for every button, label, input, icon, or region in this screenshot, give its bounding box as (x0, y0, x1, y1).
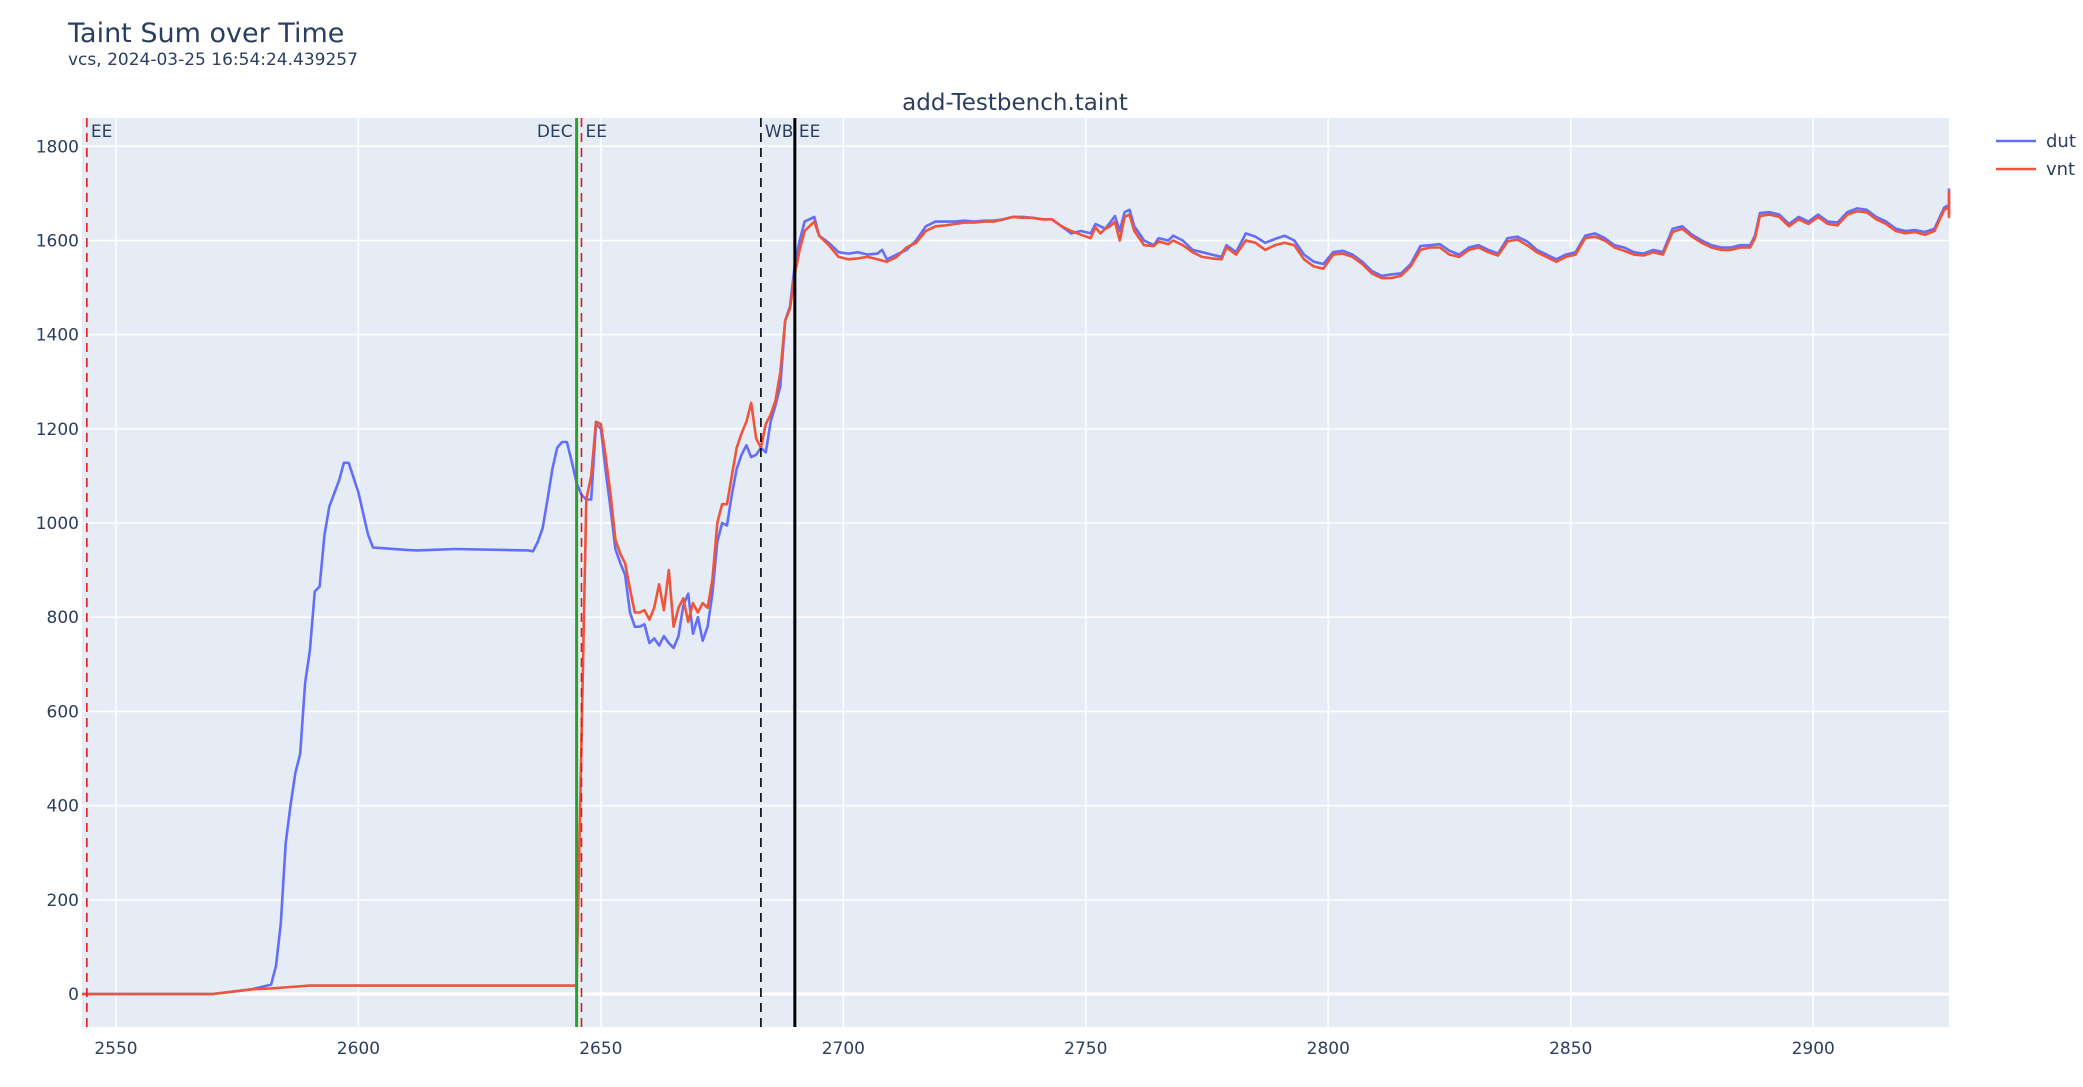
x-tick-label: 2650 (579, 1039, 622, 1059)
series-layer (82, 188, 1951, 996)
grid-layer (82, 118, 1949, 1027)
legend-item-vnt[interactable]: vnt (1996, 159, 2075, 180)
x-tick-label: 2550 (94, 1039, 137, 1059)
y-tick-label: 400 (47, 797, 79, 817)
marker-label-ee: EE (585, 122, 606, 142)
y-tick-label: 0 (68, 985, 79, 1005)
x-tick-label: 2600 (337, 1039, 380, 1059)
x-tick-label: 2900 (1792, 1039, 1835, 1059)
legend[interactable]: dut vnt (1996, 131, 2076, 180)
legend-item-dut[interactable]: dut (1996, 131, 2076, 152)
y-tick-label: 1800 (36, 137, 79, 157)
marker-label-ee: EE (91, 122, 112, 142)
chart-title: add-Testbench.taint (902, 90, 1128, 116)
y-tick-label: 1400 (36, 326, 79, 346)
x-tick-label: 2750 (1064, 1039, 1107, 1059)
y-tick-label: 800 (47, 608, 79, 628)
series-line-vnt (82, 190, 1951, 996)
y-tick-label: 1200 (36, 420, 79, 440)
y-tick-label: 600 (47, 702, 79, 722)
marker-label-dec: DEC (537, 122, 573, 142)
marker-label-ee: EE (799, 122, 820, 142)
legend-label-vnt: vnt (2046, 159, 2075, 180)
x-tick-label: 2850 (1549, 1039, 1592, 1059)
marker-label-wb: WB (765, 122, 793, 142)
figure-title: Taint Sum over Time (67, 18, 344, 49)
x-tick-label: 2800 (1307, 1039, 1350, 1059)
figure-subtitle: vcs, 2024-03-25 16:54:24.439257 (68, 50, 358, 70)
legend-label-dut: dut (2046, 131, 2076, 152)
y-tick-label: 1600 (36, 231, 79, 251)
y-tick-label: 200 (47, 891, 79, 911)
y-tick-label: 1000 (36, 514, 79, 534)
axis-layer: 2550 2600 2650 2700 2750 2800 2850 2900 0 200 400 6… (36, 137, 1835, 1059)
x-tick-label: 2700 (822, 1039, 865, 1059)
plot-area (82, 118, 1949, 1027)
marker-layer: EE DEC EE WB EE (86, 118, 820, 1027)
